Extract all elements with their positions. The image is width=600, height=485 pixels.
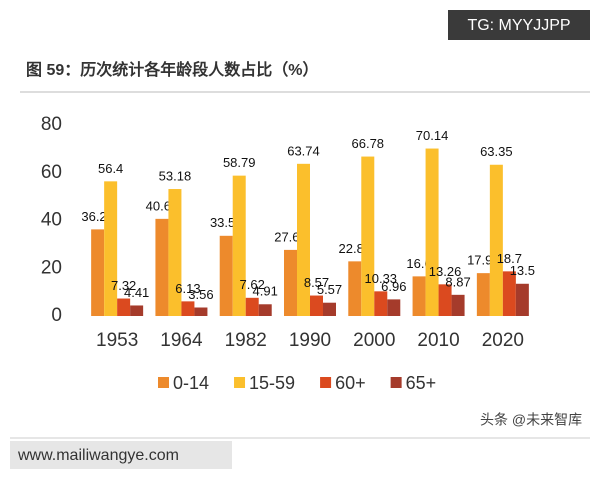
value-label: 10.33	[365, 271, 398, 286]
value-label: 58.79	[223, 155, 256, 170]
x-tick-label: 1990	[289, 330, 331, 351]
chart-title: 图 59：历次统计各年龄段人数占比（%）	[26, 60, 318, 79]
bar	[476, 273, 490, 316]
value-label: 18.7	[497, 251, 522, 266]
bar	[297, 163, 310, 316]
x-tick-label: 1964	[160, 330, 203, 351]
bar	[438, 284, 452, 316]
bar	[245, 297, 259, 316]
x-tick-label: 2010	[417, 330, 459, 351]
bar	[194, 307, 208, 316]
bar	[284, 249, 297, 316]
bar	[104, 181, 118, 316]
bar	[258, 304, 272, 316]
value-label: 4.91	[253, 284, 278, 299]
value-label: 7.32	[111, 278, 136, 293]
value-label: 8.87	[445, 274, 470, 289]
value-label: 63.35	[480, 144, 513, 159]
bar	[155, 218, 169, 316]
value-label: 6.13	[175, 281, 200, 296]
bar	[117, 298, 131, 316]
x-tick-label: 1953	[96, 330, 138, 351]
value-label: 5.57	[317, 282, 342, 297]
y-tick-label: 0	[51, 305, 62, 326]
bar	[489, 164, 503, 316]
legend-swatch	[158, 377, 169, 388]
value-label: 7.62	[240, 277, 265, 292]
legend-label: 15-59	[249, 373, 295, 393]
y-tick-label: 60	[41, 162, 62, 183]
bar	[91, 229, 105, 316]
y-tick-label: 80	[41, 114, 62, 135]
bar	[361, 156, 375, 316]
value-label: 56.4	[98, 161, 123, 176]
bar	[387, 299, 401, 316]
value-label: 53.18	[159, 168, 192, 183]
legend-label: 0-14	[173, 373, 209, 393]
x-tick-label: 2000	[353, 330, 395, 351]
bar	[310, 295, 323, 316]
value-label: 6.96	[381, 279, 406, 294]
y-tick-label: 40	[41, 210, 62, 231]
value-label: 4.41	[124, 285, 149, 300]
legend-label: 60+	[335, 373, 366, 393]
value-label: 66.78	[352, 136, 385, 151]
source-mark: 头条 @未来智库	[480, 412, 582, 428]
legend-swatch	[320, 377, 332, 388]
tag: TG: MYYJJPP	[467, 17, 570, 34]
bar	[348, 261, 362, 316]
x-tick-label: 1982	[225, 330, 267, 351]
bar	[451, 294, 465, 316]
value-label: 70.14	[416, 128, 449, 143]
value-label: 8.57	[304, 275, 329, 290]
legend-label: 65+	[406, 373, 437, 393]
site-box	[10, 441, 232, 469]
value-label: 16.6	[406, 256, 431, 271]
bar	[232, 175, 246, 316]
value-label: 3.56	[188, 287, 213, 302]
tag-box	[448, 10, 590, 40]
x-tick-label: 2020	[482, 330, 524, 351]
bar	[219, 235, 233, 316]
bar	[515, 283, 529, 316]
site: www.mailiwangye.com	[17, 447, 179, 464]
bar	[168, 189, 182, 316]
value-label: 13.5	[510, 263, 535, 278]
bar	[374, 291, 388, 316]
bar	[425, 148, 439, 316]
value-label: 63.74	[287, 143, 320, 158]
legend-swatch	[390, 377, 402, 388]
legend-swatch	[234, 377, 246, 388]
y-tick-label: 20	[41, 257, 62, 278]
bar	[502, 271, 516, 316]
bar	[323, 302, 336, 316]
value-label: 13.26	[429, 264, 462, 279]
bar	[130, 305, 144, 316]
bar	[181, 301, 195, 316]
bar	[412, 276, 426, 316]
